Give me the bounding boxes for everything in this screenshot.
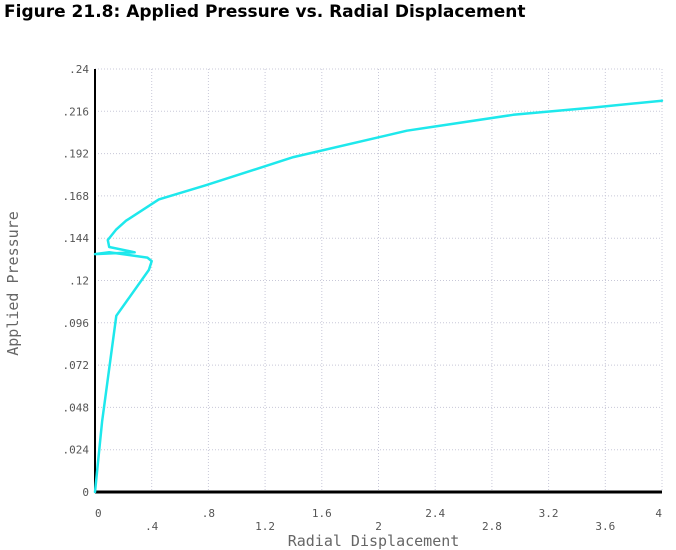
y-tick-label: 0	[82, 486, 89, 499]
series-line	[93, 99, 664, 494]
x-tick-label: 2	[375, 520, 382, 533]
x-tick-label: 2.8	[482, 520, 502, 533]
y-axis-label: Applied Pressure	[4, 211, 22, 356]
x-tick-label: .8	[202, 507, 215, 520]
tick-labels: 0 .4 .8 1.2 1.6 2 2.4 2.8 3.2 3.6 4 0 .024 .048 .072 .0…	[63, 63, 663, 533]
y-tick-label: .216	[63, 105, 90, 118]
y-tick-label: .096	[63, 317, 90, 330]
figure-title: Figure 21.8: Applied Pressure vs. Radial…	[4, 2, 526, 22]
y-tick-label: .192	[63, 148, 90, 161]
x-tick-label: 1.2	[255, 520, 275, 533]
x-tick-label: 3.2	[539, 507, 559, 520]
axes	[94, 69, 662, 494]
y-tick-label: .168	[63, 190, 90, 203]
y-tick-label: .12	[69, 275, 89, 288]
y-tick-label: .24	[69, 63, 89, 76]
x-tick-label: 4	[655, 507, 662, 520]
grid-lines	[94, 68, 663, 493]
y-tick-label: .048	[63, 401, 90, 414]
x-tick-label: 3.6	[595, 520, 615, 533]
x-tick-label: 0	[95, 507, 102, 520]
data-series	[93, 99, 664, 494]
x-tick-label: 1.6	[312, 507, 332, 520]
y-tick-label: .024	[63, 444, 90, 457]
x-axis-label: Radial Displacement	[288, 532, 460, 550]
x-tick-label: .4	[145, 520, 159, 533]
y-tick-label: .072	[63, 359, 90, 372]
y-tick-label: .144	[63, 232, 90, 245]
x-tick-label: 2.4	[425, 507, 445, 520]
